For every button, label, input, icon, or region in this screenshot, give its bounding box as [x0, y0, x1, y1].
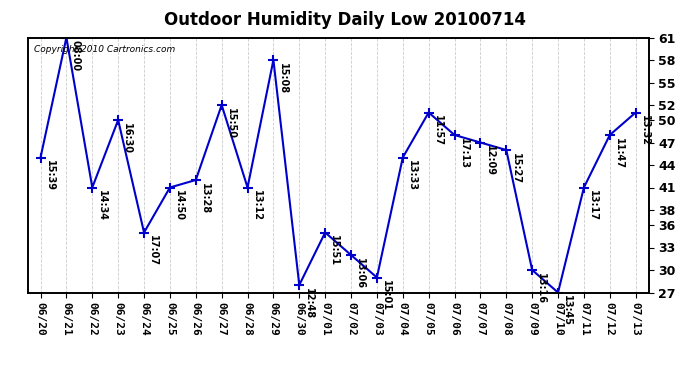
Text: 13:06: 13:06 — [355, 258, 365, 289]
Text: 13:33: 13:33 — [407, 160, 417, 191]
Text: 11:57: 11:57 — [433, 115, 443, 146]
Text: Copyright 2010 Cartronics.com: Copyright 2010 Cartronics.com — [34, 45, 175, 54]
Text: 14:34: 14:34 — [97, 190, 106, 221]
Text: 15:27: 15:27 — [511, 153, 520, 184]
Text: 13:17: 13:17 — [588, 190, 598, 221]
Text: 12:48: 12:48 — [304, 288, 313, 319]
Text: Outdoor Humidity Daily Low 20100714: Outdoor Humidity Daily Low 20100714 — [164, 11, 526, 29]
Text: 15:39: 15:39 — [45, 160, 55, 191]
Text: 15:08: 15:08 — [277, 63, 288, 94]
Text: 13:32: 13:32 — [640, 115, 650, 146]
Text: 16:30: 16:30 — [122, 123, 132, 154]
Text: 13:28: 13:28 — [200, 183, 210, 214]
Text: 15:01: 15:01 — [381, 280, 391, 311]
Text: 17:13: 17:13 — [459, 138, 469, 169]
Text: 15:51: 15:51 — [329, 235, 339, 266]
Text: 13:12: 13:12 — [252, 190, 262, 221]
Text: 14:50: 14:50 — [174, 190, 184, 221]
Text: 08:00: 08:00 — [70, 40, 81, 71]
Text: 17:07: 17:07 — [148, 235, 158, 266]
Text: 12:09: 12:09 — [484, 145, 495, 176]
Text: 15:50: 15:50 — [226, 108, 236, 139]
Text: 13:16: 13:16 — [536, 273, 546, 304]
Text: 11:47: 11:47 — [614, 138, 624, 169]
Text: 13:45: 13:45 — [562, 295, 572, 326]
